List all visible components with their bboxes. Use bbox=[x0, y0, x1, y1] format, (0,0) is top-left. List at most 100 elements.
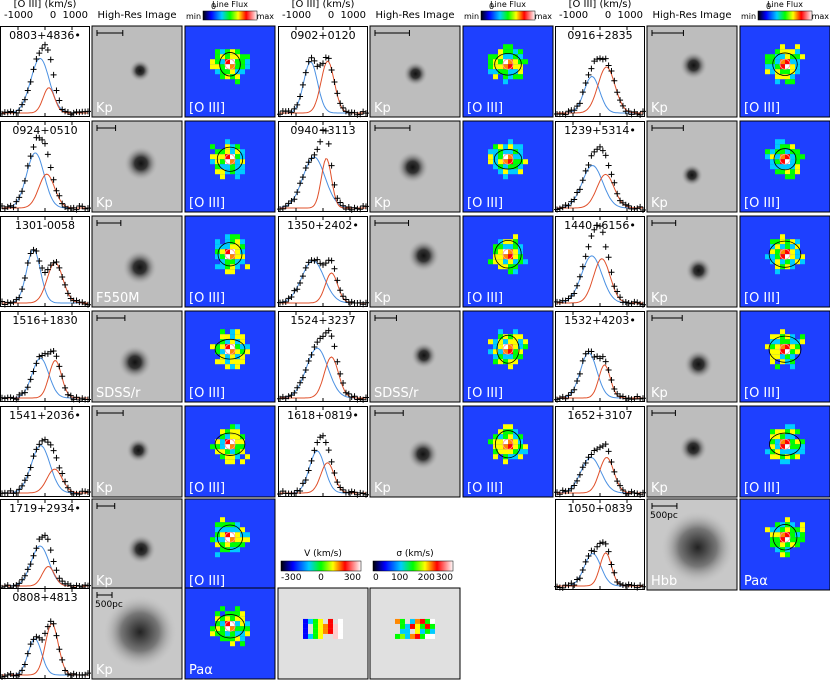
image-label: Kp bbox=[374, 101, 391, 116]
map-pixel bbox=[225, 149, 230, 155]
map-pixel bbox=[225, 349, 230, 355]
map-pixel bbox=[770, 537, 775, 543]
map-pixel bbox=[513, 54, 518, 60]
map-pixel bbox=[220, 159, 225, 165]
map-pixel bbox=[498, 359, 503, 365]
map-pixel bbox=[780, 259, 785, 265]
map-pixel bbox=[230, 626, 235, 632]
map-pixel bbox=[235, 164, 240, 170]
map-pixel bbox=[513, 149, 518, 155]
tick-marks bbox=[17, 588, 73, 679]
contour bbox=[216, 524, 244, 550]
object-name: 1618+0819• bbox=[287, 409, 359, 422]
object-name: 1719+2934• bbox=[9, 502, 81, 515]
map-label: [O III] bbox=[467, 291, 503, 306]
tick-label: 0 bbox=[50, 10, 56, 21]
map-pixel bbox=[790, 69, 795, 75]
map-pixel bbox=[235, 329, 240, 335]
kinematic-pixel bbox=[328, 623, 333, 629]
scale-bar bbox=[96, 30, 124, 36]
map-pixel bbox=[503, 424, 508, 430]
map-pixel bbox=[785, 74, 790, 80]
map-pixel bbox=[503, 339, 508, 345]
image-label: SDSS/r bbox=[374, 386, 419, 401]
map-pixel bbox=[220, 334, 225, 340]
map-pixel bbox=[503, 354, 508, 360]
map-pixel bbox=[493, 349, 498, 355]
map-pixel bbox=[498, 254, 503, 260]
kinematic-pixel bbox=[308, 618, 313, 624]
map-pixel bbox=[508, 54, 513, 60]
map-pixel bbox=[220, 259, 225, 265]
map-pixel bbox=[513, 354, 518, 360]
source bbox=[123, 145, 159, 182]
kinematic-pixel bbox=[318, 633, 323, 639]
map-pixel bbox=[215, 444, 220, 450]
map-pixel bbox=[240, 621, 245, 627]
map-pixel bbox=[215, 69, 220, 75]
contour bbox=[779, 248, 791, 260]
map-pixel bbox=[790, 254, 795, 260]
map-pixel bbox=[790, 174, 795, 180]
map-pixel bbox=[215, 527, 220, 533]
map-pixel bbox=[800, 522, 805, 528]
kinematic-pixel bbox=[405, 623, 410, 629]
map-pixel bbox=[780, 444, 785, 450]
map-pixel bbox=[770, 249, 775, 255]
map-pixel bbox=[523, 159, 528, 165]
map-pixel bbox=[230, 234, 235, 240]
contour bbox=[502, 343, 514, 355]
spectrum-panel bbox=[0, 499, 90, 590]
map-pixel bbox=[215, 449, 220, 455]
map-pixel bbox=[503, 264, 508, 270]
tick-label: 0 bbox=[328, 10, 334, 21]
tick-marks bbox=[295, 121, 351, 212]
colorbar bbox=[372, 560, 454, 572]
map-pixel bbox=[508, 259, 513, 265]
map-pixel bbox=[220, 64, 225, 70]
map-pixel bbox=[775, 154, 780, 160]
map-pixel bbox=[493, 159, 498, 165]
map-pixel bbox=[790, 74, 795, 80]
map-pixel bbox=[230, 537, 235, 543]
tick-marks bbox=[17, 406, 73, 497]
map-pixel bbox=[795, 159, 800, 165]
scale-bar bbox=[374, 30, 410, 36]
image-label: Hbb bbox=[651, 574, 677, 589]
kinematic-pixel bbox=[430, 633, 435, 639]
map-pixel bbox=[795, 527, 800, 533]
map-pixel bbox=[230, 616, 235, 622]
map-pixel bbox=[220, 149, 225, 155]
map-pixel bbox=[790, 439, 795, 445]
map-pixel bbox=[230, 454, 235, 460]
map-pixel bbox=[508, 154, 513, 160]
tick-marks bbox=[572, 216, 628, 307]
map-pixel bbox=[503, 454, 508, 460]
map-pixel bbox=[225, 139, 230, 145]
kinematic-pixel bbox=[313, 633, 318, 639]
kinematic-pixel bbox=[303, 618, 308, 624]
map-pixel bbox=[508, 49, 513, 55]
map-pixel bbox=[488, 349, 493, 355]
map-pixel bbox=[513, 69, 518, 75]
image-label: Kp bbox=[96, 663, 113, 678]
map-pixel bbox=[508, 429, 513, 435]
map-pixel bbox=[240, 64, 245, 70]
map-pixel bbox=[230, 424, 235, 430]
map-pixel bbox=[785, 439, 790, 445]
map-pixel bbox=[795, 49, 800, 55]
map-pixel bbox=[225, 364, 230, 370]
map-pixel bbox=[523, 59, 528, 65]
data-crosses bbox=[0, 246, 91, 308]
map-pixel bbox=[780, 234, 785, 240]
tick-label: 0 bbox=[605, 10, 611, 21]
map-pixel bbox=[780, 339, 785, 345]
map-pixel bbox=[508, 354, 513, 360]
map-pixel bbox=[240, 542, 245, 548]
map-pixel bbox=[513, 164, 518, 170]
map-pixel bbox=[790, 349, 795, 355]
kinematic-pixel bbox=[313, 623, 318, 629]
map-pixel bbox=[220, 49, 225, 55]
map-pixel bbox=[508, 264, 513, 270]
map-pixel bbox=[780, 244, 785, 250]
